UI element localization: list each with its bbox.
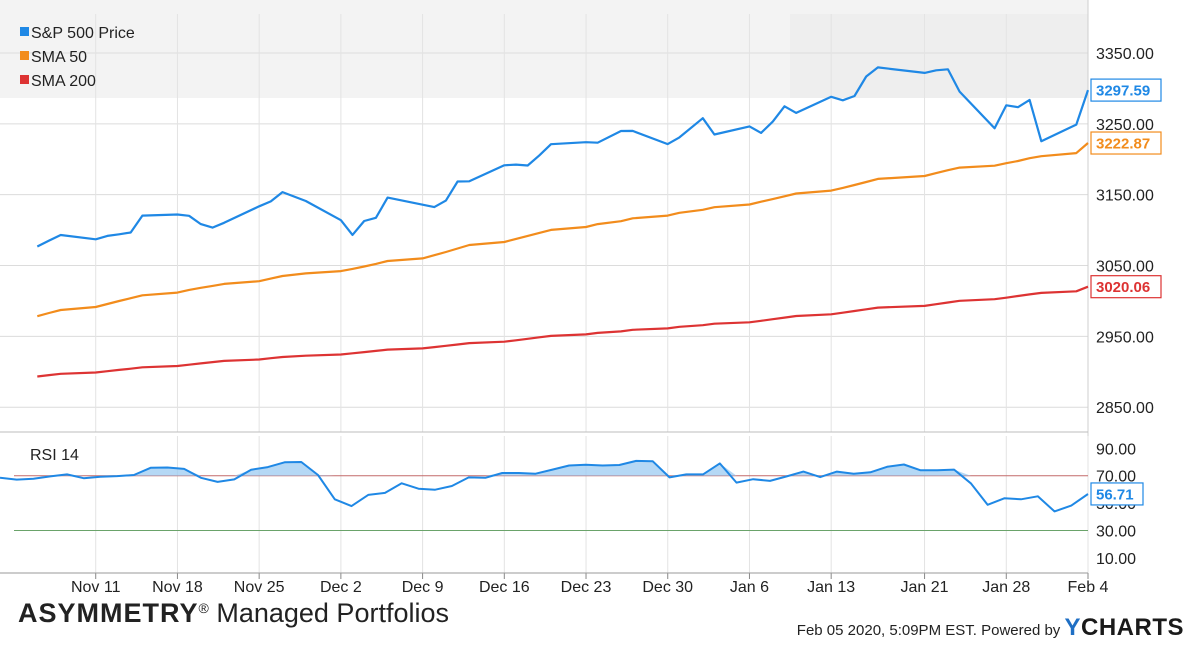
x-tick-label: Nov 18 <box>152 579 203 596</box>
x-tick-label: Dec 2 <box>320 579 362 596</box>
range-shade <box>790 14 1088 98</box>
rsi-y-tick: 30.00 <box>1096 524 1136 541</box>
brand-watermark: ASYMMETRY® Managed Portfolios <box>18 598 449 629</box>
last-value-label: 3222.87 <box>1096 136 1150 153</box>
last-value-tag <box>1090 131 1162 155</box>
price-chart-panel: 3350.00 3250.00 3150.00 3050.00 2950.00 2850.… <box>0 0 1162 573</box>
last-value-label: 3297.59 <box>1096 83 1150 100</box>
x-tick-label: Jan 6 <box>730 579 769 596</box>
last-value-tag <box>1090 78 1162 102</box>
legend-swatch <box>20 51 29 60</box>
series-line <box>37 142 1089 318</box>
rsi-last-value-tag <box>1090 482 1144 506</box>
price-y-tick: 3050.00 <box>1096 259 1154 276</box>
price-y-tick: 2850.00 <box>1096 400 1154 417</box>
x-tick-label: Dec 30 <box>642 579 693 596</box>
price-y-tick: 3250.00 <box>1096 117 1154 134</box>
brand-subtitle: Managed Portfolios <box>208 598 449 628</box>
last-value-label: 3020.06 <box>1096 279 1150 296</box>
legend-swatch <box>20 75 29 84</box>
series-line <box>36 66 1090 248</box>
x-tick-label: Jan 21 <box>901 579 949 596</box>
price-y-tick: 3150.00 <box>1096 188 1154 205</box>
x-tick-label: Dec 9 <box>402 579 444 596</box>
rsi-y-tick: 10.00 <box>1096 551 1136 568</box>
rsi-last-value-label: 56.71 <box>1096 486 1134 503</box>
last-value-tag <box>1090 275 1162 299</box>
date-axis: Nov 11 Nov 18 Nov 25 Dec 2 Dec 9 Dec 16 Dec 23… <box>0 572 1109 596</box>
x-tick-label: Dec 23 <box>561 579 612 596</box>
brand-name: ASYMMETRY <box>18 598 199 628</box>
powered-by-text: Powered by <box>981 622 1061 639</box>
ycharts-logo-y: Y <box>1064 614 1081 641</box>
legend-label: S&P 500 Price <box>31 25 135 42</box>
x-tick-label: Jan 28 <box>982 579 1030 596</box>
x-tick-label: Feb 4 <box>1068 579 1109 596</box>
legend-swatch <box>20 27 29 36</box>
rsi-y-tick: 90.00 <box>1096 441 1136 458</box>
ycharts-logo-rest: CHARTS <box>1081 614 1184 641</box>
chart-footer: Feb 05 2020, 5:09PM EST. Powered by YCHA… <box>797 614 1184 642</box>
rsi-overbought-fill <box>0 460 1088 476</box>
rsi-title: RSI 14 <box>30 447 79 464</box>
price-y-tick: 2950.00 <box>1096 329 1154 346</box>
price-y-tick: 3350.00 <box>1096 46 1154 63</box>
x-tick-label: Nov 11 <box>71 579 121 596</box>
ycharts-logo[interactable]: YCHARTS <box>1064 614 1184 641</box>
series-line <box>37 285 1089 378</box>
rsi-line <box>0 459 1089 513</box>
x-tick-label: Dec 16 <box>479 579 530 596</box>
rsi-y-tick: 70.00 <box>1096 469 1136 486</box>
x-tick-label: Jan 13 <box>807 579 855 596</box>
legend-label: SMA 200 <box>31 73 96 90</box>
legend-label: SMA 50 <box>31 49 87 66</box>
x-tick-label: Nov 25 <box>234 579 285 596</box>
brand-registered-mark: ® <box>198 600 209 616</box>
timestamp: Feb 05 2020, 5:09PM EST. <box>796 622 977 639</box>
